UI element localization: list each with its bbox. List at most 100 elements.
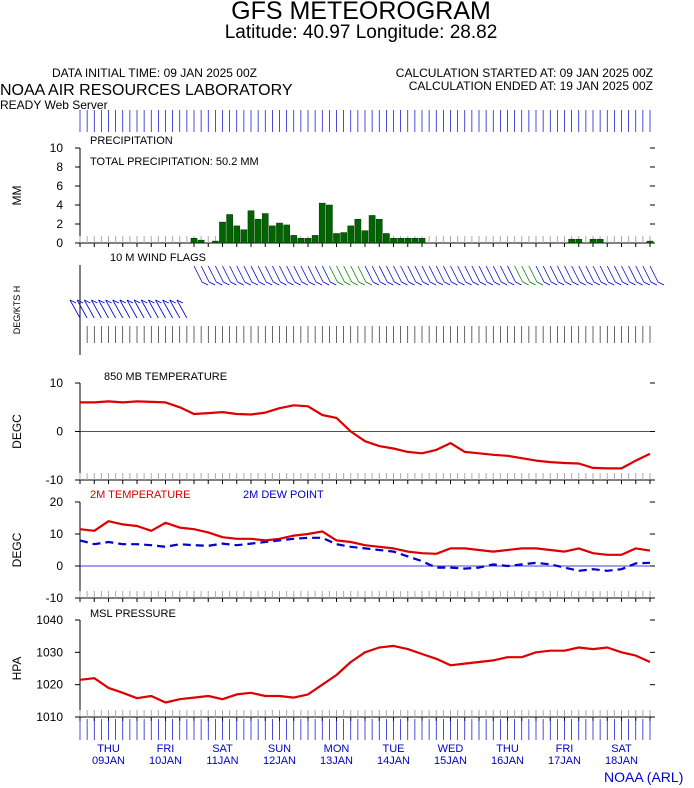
precip-bar [333, 233, 340, 244]
wind-barb-flag [351, 281, 358, 286]
wind-flags-title: 10 M WIND FLAGS [110, 252, 206, 264]
wind-barb-flag [636, 281, 643, 286]
wind-barb [321, 265, 331, 283]
precip-bar [276, 222, 283, 244]
pressure-y-tick-label: 1030 [36, 645, 63, 659]
wind-barb [272, 265, 281, 283]
wind-barb [140, 299, 152, 319]
wind-barb-flag [572, 281, 579, 286]
wind-barb [236, 265, 246, 283]
wind-barb-flag [84, 299, 91, 304]
wind-barb-flag [76, 299, 84, 304]
x-date-label: 14JAN [377, 755, 410, 767]
msl-pressure-title: MSL PRESSURE [90, 608, 176, 620]
precipitation-y-axis-label: MM [10, 186, 24, 206]
wind-barb [250, 265, 260, 283]
wind-barb [279, 265, 288, 283]
precip-bar [254, 219, 262, 244]
precip-bar [240, 229, 248, 244]
x-date-label: 12JAN [263, 755, 296, 767]
wind-barb [162, 299, 173, 319]
wind-barb [350, 265, 360, 283]
wind-barb [500, 265, 509, 283]
wind-barb-flag [629, 281, 636, 286]
wind-barb-flag [650, 281, 658, 286]
wind-barb [76, 299, 88, 319]
wind-barb [343, 265, 352, 283]
wind-barb [105, 299, 116, 319]
precipitation-y-tick-label: 0 [56, 236, 63, 250]
precip-bar [219, 221, 226, 244]
server-name: READY Web Server [0, 98, 108, 112]
wind-barb [528, 265, 538, 283]
precip-bar [375, 219, 383, 244]
wind-barb [229, 265, 238, 283]
wind-barb [83, 299, 95, 319]
wind-barb-flag [344, 281, 351, 286]
x-day-label: TUE [383, 743, 405, 755]
wind-barb [606, 265, 616, 283]
temp-2m-series-line [79, 520, 651, 556]
precip-bar [589, 238, 597, 244]
wind-barb [257, 265, 267, 283]
wind-barb [112, 299, 124, 319]
wind-barb-flag [337, 281, 344, 286]
wind-barb-flag [273, 281, 280, 286]
wind-barb [521, 265, 531, 283]
temp-850-y-tick-label: -10 [46, 473, 64, 487]
wind-barb [485, 265, 495, 283]
precip-bar [190, 238, 198, 244]
wind-barb-flag [622, 281, 629, 286]
wind-barb-flag [415, 281, 422, 286]
wind-barb [215, 265, 224, 283]
wind-barb-flag [365, 281, 373, 286]
temp-2m-y-tick-label: -10 [46, 591, 64, 605]
wind-barb-flag [141, 299, 148, 304]
x-day-label: SUN [268, 743, 291, 755]
temp-2m-y-axis-label: DEGC [10, 532, 24, 567]
precip-bar [283, 224, 290, 244]
precip-bar [326, 204, 333, 244]
wind-barb [649, 265, 659, 283]
temp-850-y-tick-label: 10 [50, 376, 64, 390]
wind-barb-flag [280, 281, 287, 286]
x-day-label: THU [496, 743, 519, 755]
temp-850-series-line [80, 400, 651, 470]
wind-barb-flag [536, 281, 544, 286]
wind-barb-flag [251, 281, 259, 286]
wind-barb-flag [479, 281, 487, 286]
wind-barb [542, 265, 552, 283]
axis-labels: 0246810MM-10010DEGC-1001020DEGC101010201… [10, 141, 638, 767]
wind-barb-flag [169, 299, 176, 304]
panel-frames [75, 147, 655, 721]
wind-barb [642, 265, 652, 283]
wind-barb [478, 265, 488, 283]
precip-bar [347, 225, 355, 244]
wind-barb-flag [444, 281, 451, 286]
wind-barb-flag [429, 281, 437, 286]
wind-barb [421, 265, 431, 283]
pressure-y-tick-label: 1010 [36, 710, 63, 724]
wind-barb [428, 265, 438, 283]
wind-barb [464, 265, 474, 283]
wind-barb [571, 265, 580, 283]
wind-barb-flag [105, 299, 112, 304]
legend-2m-temperature: 2M TEMPERATURE [90, 489, 191, 501]
wind-barb [564, 265, 573, 283]
wind-barb-flag [607, 281, 615, 286]
precipitation-y-tick-label: 6 [56, 179, 63, 193]
precipitation-y-tick-label: 4 [56, 198, 63, 212]
calculation-started: CALCULATION STARTED AT: 09 JAN 2025 00Z [395, 66, 653, 80]
x-date-label: 15JAN [434, 755, 467, 767]
wind-barb-flag [422, 281, 430, 286]
organization-name: NOAA AIR RESOURCES LABORATORY [0, 82, 293, 99]
wind-barb [407, 265, 417, 283]
wind-barb-flag [315, 281, 323, 286]
precip-bar [596, 238, 604, 244]
wind-barb-flag [486, 281, 494, 286]
wind-barb [91, 299, 102, 319]
wind-barb-flag [91, 299, 98, 304]
wind-barb [378, 265, 388, 283]
wind-barb-flag [258, 281, 266, 286]
wind-barb [155, 299, 166, 319]
